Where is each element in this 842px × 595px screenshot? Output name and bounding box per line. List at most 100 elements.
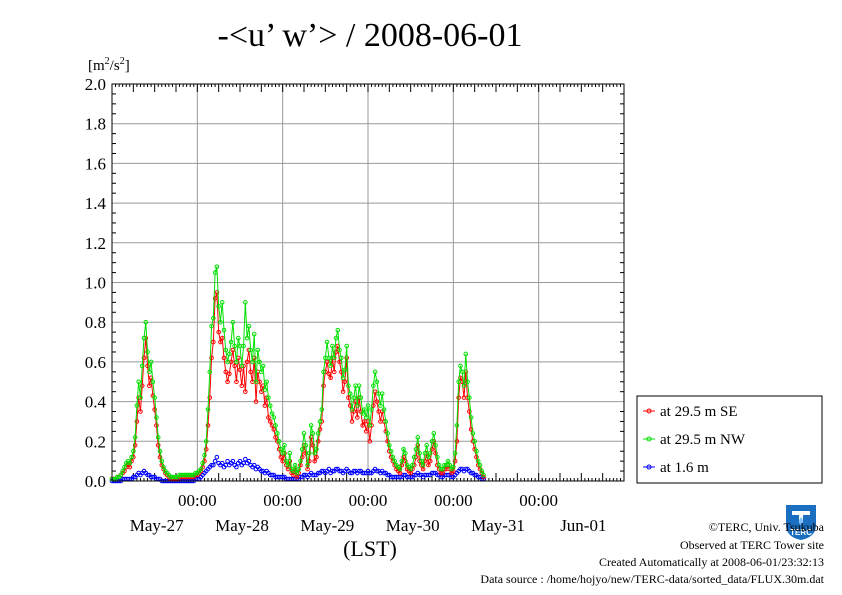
y-tick-label: 0.6 bbox=[85, 353, 106, 372]
data-point bbox=[451, 464, 456, 470]
data-point bbox=[255, 347, 261, 353]
data-point bbox=[385, 472, 390, 478]
data-point bbox=[424, 442, 429, 448]
data-point bbox=[385, 431, 390, 436]
data-point bbox=[243, 389, 248, 394]
data-point bbox=[292, 462, 298, 468]
data-point bbox=[150, 474, 156, 480]
data-point bbox=[342, 367, 348, 373]
data-point bbox=[378, 403, 383, 408]
data-point bbox=[221, 355, 227, 361]
data-point bbox=[219, 300, 225, 305]
legend-swatch-marker bbox=[646, 436, 652, 442]
data-point bbox=[351, 395, 357, 400]
data-point bbox=[433, 450, 438, 456]
data-point bbox=[243, 300, 248, 305]
data-point bbox=[251, 331, 257, 337]
data-point bbox=[301, 472, 307, 478]
data-point bbox=[212, 296, 218, 301]
data-point bbox=[436, 462, 442, 468]
data-point bbox=[344, 343, 349, 349]
data-point bbox=[411, 472, 417, 478]
legend-swatch-marker bbox=[646, 464, 652, 470]
y-tick-label: 2.0 bbox=[85, 75, 106, 94]
data-point bbox=[349, 419, 355, 424]
data-point bbox=[225, 359, 230, 365]
data-point bbox=[330, 468, 335, 474]
data-point bbox=[367, 423, 373, 428]
data-point bbox=[346, 383, 351, 389]
data-point bbox=[310, 442, 316, 448]
data-point bbox=[475, 458, 481, 464]
y-tick-label: 1.8 bbox=[85, 115, 106, 134]
data-point bbox=[203, 446, 209, 452]
data-point bbox=[319, 468, 325, 474]
y-unit-part-3: ] bbox=[125, 58, 130, 74]
data-point bbox=[138, 395, 143, 400]
x-date-label: May-29 bbox=[300, 516, 354, 535]
data-point bbox=[310, 431, 316, 436]
x-time-label: 00:00 bbox=[519, 491, 558, 510]
data-point bbox=[218, 319, 223, 325]
chart-title: -<u’ w’> / 2008-06-01 bbox=[218, 17, 523, 54]
data-point bbox=[209, 323, 214, 329]
data-point bbox=[211, 462, 216, 468]
data-point bbox=[155, 442, 161, 448]
data-point bbox=[214, 264, 220, 269]
data-point bbox=[280, 474, 285, 480]
data-point bbox=[472, 439, 477, 444]
data-point bbox=[115, 474, 120, 480]
data-point bbox=[349, 407, 355, 412]
data-point bbox=[234, 379, 239, 385]
data-point bbox=[463, 466, 469, 472]
y-tick-label: 1.2 bbox=[85, 234, 106, 253]
data-point bbox=[269, 411, 275, 416]
data-point bbox=[246, 323, 252, 329]
data-point bbox=[202, 452, 207, 458]
data-point bbox=[456, 379, 461, 385]
data-point bbox=[283, 458, 289, 464]
legend-box bbox=[636, 395, 823, 484]
data-point bbox=[118, 472, 124, 478]
data-point bbox=[147, 369, 152, 375]
data-point bbox=[358, 395, 364, 400]
data-point bbox=[456, 395, 461, 400]
data-point bbox=[417, 472, 422, 478]
data-point bbox=[232, 363, 237, 369]
data-point bbox=[157, 454, 163, 460]
data-point bbox=[307, 450, 312, 456]
y-tick-label: 0.0 bbox=[85, 472, 106, 491]
data-point bbox=[134, 403, 140, 408]
y-tick-label: 1.6 bbox=[85, 154, 106, 173]
data-point bbox=[369, 407, 374, 412]
data-point bbox=[312, 450, 317, 456]
data-point bbox=[372, 369, 378, 375]
data-point bbox=[259, 468, 264, 474]
data-point bbox=[209, 462, 214, 468]
data-point bbox=[234, 464, 239, 470]
data-point bbox=[214, 454, 220, 460]
data-point bbox=[225, 379, 230, 385]
data-point bbox=[431, 470, 437, 476]
data-point bbox=[445, 458, 451, 464]
data-point bbox=[388, 448, 394, 454]
data-point bbox=[319, 407, 325, 412]
data-point bbox=[390, 454, 396, 460]
data-point bbox=[356, 468, 362, 474]
data-point bbox=[397, 466, 403, 472]
data-point bbox=[324, 339, 330, 345]
data-point bbox=[234, 359, 239, 365]
data-point bbox=[266, 395, 271, 400]
data-point bbox=[216, 329, 221, 335]
data-point bbox=[367, 439, 373, 444]
data-point bbox=[131, 448, 136, 454]
data-point bbox=[335, 327, 341, 333]
data-point bbox=[253, 399, 259, 404]
data-point bbox=[278, 454, 284, 460]
data-point bbox=[360, 411, 365, 416]
data-point bbox=[452, 450, 458, 456]
data-point bbox=[189, 472, 195, 478]
y-unit-part-1: [m bbox=[88, 58, 105, 74]
data-point bbox=[122, 464, 127, 470]
